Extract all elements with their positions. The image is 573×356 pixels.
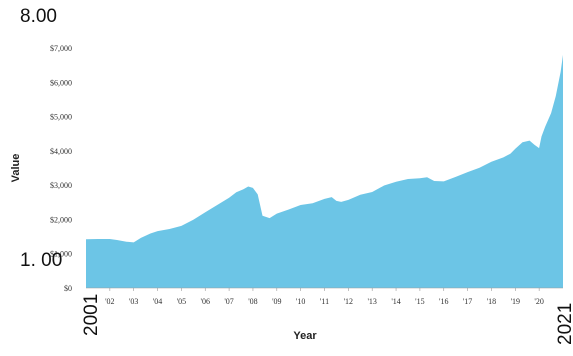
x-tick-label-4: '06: [201, 297, 210, 306]
y-axis-ticks: $0 $1,000 $2,000 $3,000 $4,000 $5,000 $6,000 $7…: [50, 44, 72, 293]
x-tick-label-6: '08: [248, 297, 257, 306]
overlay-mid-label: 1. 00: [20, 250, 62, 271]
overlay-top-label: 8.00: [20, 6, 57, 27]
y-tick-label-5: $5,000: [50, 113, 72, 122]
x-tick-label-8: '10: [296, 297, 305, 306]
overlay-end-year: 2021: [555, 303, 573, 345]
y-tick-label-4: $4,000: [50, 147, 72, 156]
x-tick-label-14: '16: [439, 297, 448, 306]
x-tick-label-1: '03: [129, 297, 138, 306]
y-tick-label-7: $7,000: [50, 44, 72, 53]
x-tick-label-11: '13: [367, 297, 376, 306]
x-tick-label-18: '20: [534, 297, 543, 306]
x-tick-label-13: '15: [415, 297, 424, 306]
y-axis-label: Value: [10, 154, 22, 183]
x-tick-label-7: '09: [272, 297, 281, 306]
series-area: [86, 54, 563, 289]
x-axis-label: Year: [293, 330, 317, 342]
overlay-start-year: 2001: [81, 294, 102, 336]
y-tick-label-3: $3,000: [50, 181, 72, 190]
x-tick-label-0: '02: [105, 297, 114, 306]
x-tick-label-15: '17: [463, 297, 472, 306]
y-tick-label-6: $6,000: [50, 78, 72, 87]
y-tick-label-0: $0: [64, 284, 72, 293]
x-tick-label-12: '14: [391, 297, 400, 306]
y-tick-label-1: $1,000: [50, 250, 72, 259]
x-tick-label-17: '19: [511, 297, 520, 306]
x-tick-label-10: '12: [344, 297, 353, 306]
x-tick-label-5: '07: [224, 297, 233, 306]
x-tick-label-16: '18: [487, 297, 496, 306]
x-tick-label-9: '11: [320, 297, 329, 306]
x-tick-label-2: '04: [153, 297, 162, 306]
x-tick-label-3: '05: [177, 297, 186, 306]
x-axis-ticks: '02 '03 '04 '05 '06 '07 '08 '09 '10 '11 '12 '13 '14 '…: [105, 288, 544, 306]
y-tick-label-2: $2,000: [50, 215, 72, 224]
